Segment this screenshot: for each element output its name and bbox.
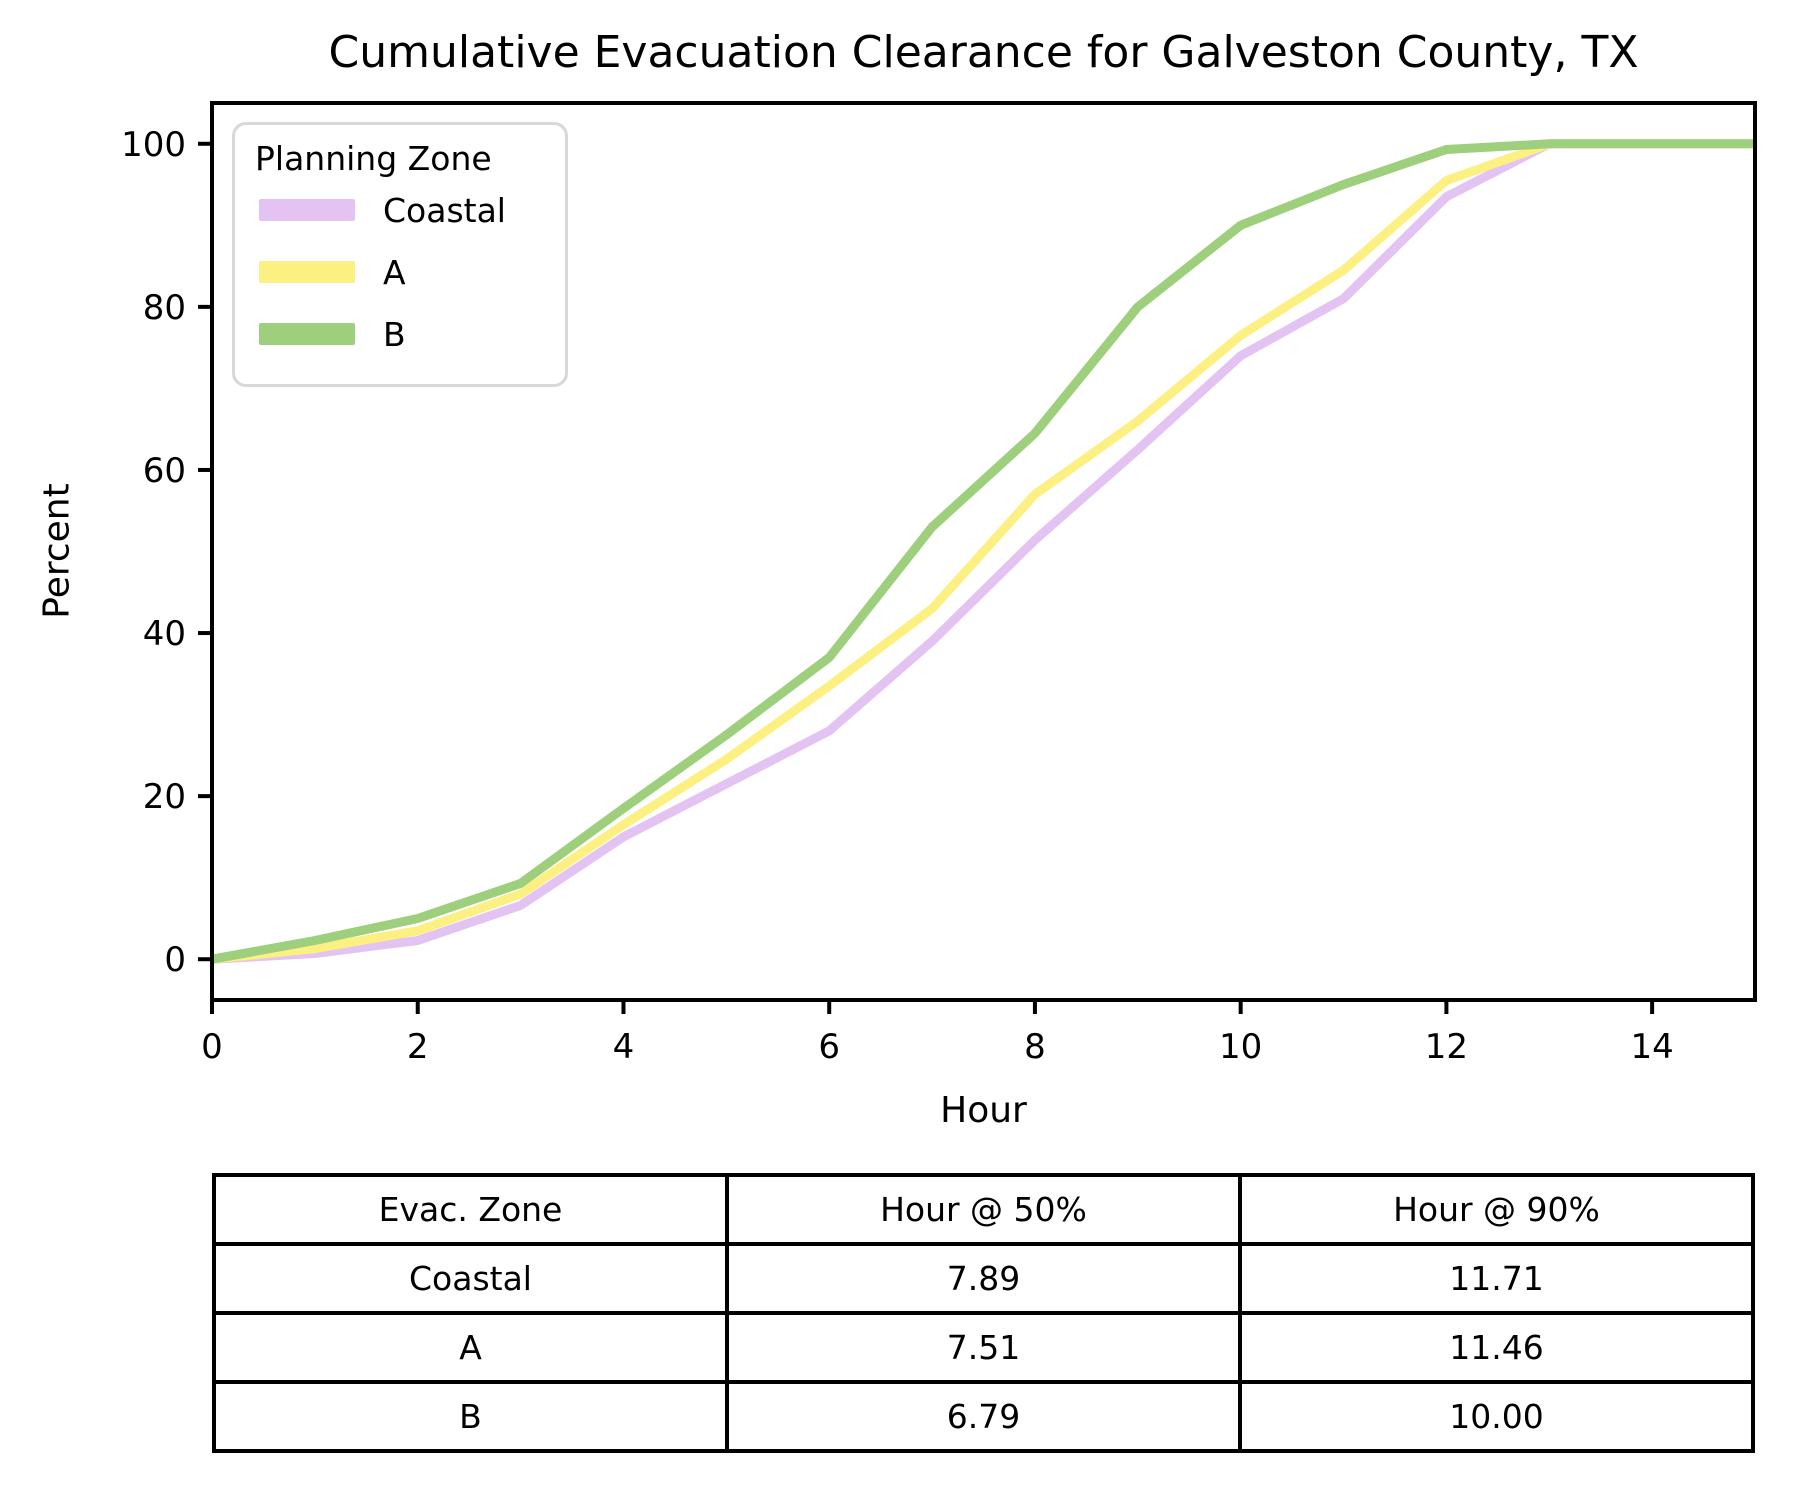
- legend: Planning Zone Coastal A B: [232, 122, 568, 387]
- table-cell: 7.51: [725, 1311, 1242, 1384]
- table-row: B 6.79 10.00: [212, 1380, 1755, 1453]
- x-tick-label: 2: [407, 1027, 429, 1067]
- table-cell: 7.89: [725, 1242, 1242, 1315]
- legend-label: Coastal: [383, 190, 506, 230]
- y-tick-label: 0: [164, 940, 186, 980]
- legend-label: B: [383, 314, 406, 354]
- table-header-cell: Hour @ 90%: [1238, 1173, 1755, 1246]
- y-tick-label: 40: [143, 614, 186, 654]
- table-cell: B: [212, 1380, 729, 1453]
- x-tick-label: 0: [201, 1027, 223, 1067]
- x-tick-label: 6: [818, 1027, 840, 1067]
- x-axis-label: Hour: [940, 1090, 1027, 1131]
- table-cell: A: [212, 1311, 729, 1384]
- chart-title: Cumulative Evacuation Clearance for Galv…: [328, 27, 1639, 78]
- x-tick-label: 14: [1631, 1027, 1674, 1067]
- series-line-coastal: [211, 139, 1755, 964]
- y-tick-label: 100: [121, 125, 186, 165]
- table-row: Coastal 7.89 11.71: [212, 1242, 1755, 1315]
- x-tick-label: 10: [1219, 1027, 1262, 1067]
- x-tick-label: 4: [613, 1027, 635, 1067]
- table-cell: 11.46: [1238, 1311, 1755, 1384]
- table-cell: 11.71: [1238, 1242, 1755, 1315]
- legend-label: A: [383, 252, 406, 292]
- series-line-a: [211, 139, 1755, 964]
- legend-title: Planning Zone: [255, 139, 492, 178]
- table-row: A 7.51 11.46: [212, 1311, 1755, 1384]
- legend-item: A: [255, 241, 565, 303]
- y-tick-label: 20: [143, 777, 186, 817]
- legend-item: Coastal: [255, 179, 565, 241]
- table-header-cell: Hour @ 50%: [725, 1173, 1242, 1246]
- table-cell: 10.00: [1238, 1380, 1755, 1453]
- plot-frame: [210, 101, 1757, 1002]
- y-tick-label: 80: [143, 288, 186, 328]
- table-header-cell: Evac. Zone: [212, 1173, 729, 1246]
- legend-item: B: [255, 303, 565, 365]
- table-cell: Coastal: [212, 1242, 729, 1315]
- plot-area: 0 2 4 6 8 10 12 14 0 20 40 60 80 100: [121, 101, 1757, 1067]
- legend-swatch-coastal: [259, 199, 355, 221]
- clearance-table: Evac. Zone Hour @ 50% Hour @ 90% Coastal…: [212, 1173, 1755, 1453]
- legend-swatch-a: [259, 261, 355, 283]
- x-tick-label: 8: [1024, 1027, 1046, 1067]
- table-header-row: Evac. Zone Hour @ 50% Hour @ 90%: [212, 1173, 1755, 1246]
- y-tick-label: 60: [143, 451, 186, 491]
- table-cell: 6.79: [725, 1380, 1242, 1453]
- legend-swatch-b: [259, 323, 355, 345]
- x-tick-label: 12: [1425, 1027, 1468, 1067]
- series-line-b: [211, 139, 1755, 964]
